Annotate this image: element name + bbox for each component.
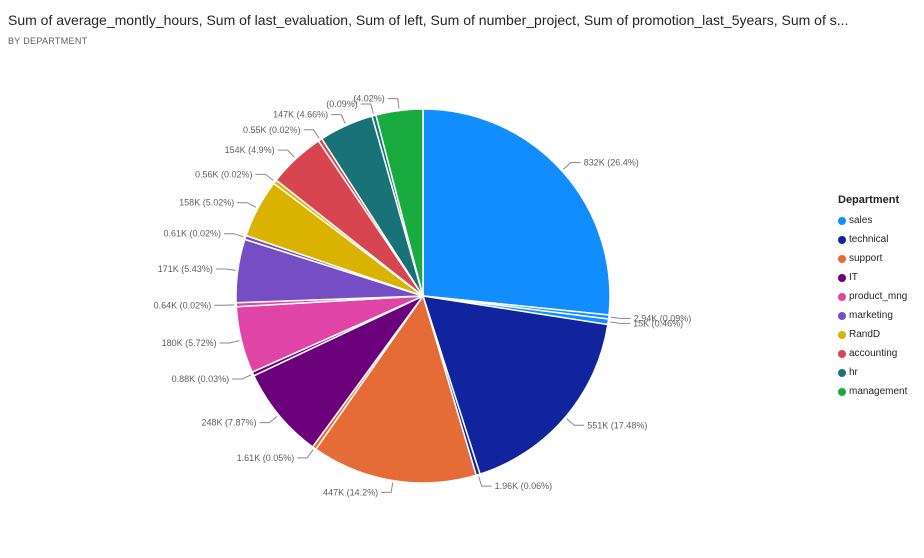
legend-dot-icon	[838, 292, 846, 301]
leader-line	[297, 449, 314, 459]
leader-line	[387, 98, 400, 109]
legend: Department sales technical support IT produc…	[838, 194, 907, 401]
data-label: 15K (0.46%)	[633, 318, 683, 328]
legend-item-label: hr	[849, 367, 858, 378]
legend-dot-icon	[838, 235, 846, 244]
leader-line	[219, 340, 240, 344]
pie-slice-sales[interactable]	[422, 108, 611, 316]
legend-dot-icon	[838, 311, 846, 320]
pie-slice-technical[interactable]	[421, 295, 609, 476]
legend-dot-icon	[838, 254, 846, 263]
legend-dot-icon	[838, 368, 846, 377]
legend-dot-icon	[838, 387, 846, 396]
data-label: 171K (5.43%)	[158, 264, 213, 274]
legend-item-label: marketing	[849, 310, 893, 321]
leader-line	[232, 374, 252, 380]
legend-item-management[interactable]: management	[838, 382, 907, 401]
pie-slice-management[interactable]	[374, 108, 424, 297]
data-label: 147K (4.66%)	[273, 110, 328, 120]
data-label: (4.02%)	[353, 94, 385, 104]
leader-line	[478, 476, 492, 487]
leader-line	[610, 316, 631, 319]
chart-subtitle: BY DEPARTMENT	[8, 36, 88, 46]
legend-title: Department	[838, 194, 900, 206]
data-label: 551K (17.48%)	[587, 420, 647, 430]
legend-item-it[interactable]: IT	[838, 268, 907, 287]
data-label: 1.96K (0.06%)	[495, 481, 553, 491]
data-label: 0.55K (0.02%)	[243, 125, 301, 135]
legend-item-label: technical	[849, 234, 889, 245]
leader-line	[360, 103, 374, 114]
legend-item-sales[interactable]: sales	[838, 211, 907, 230]
legend-item-label: management	[849, 386, 908, 397]
pie-data-labels: 832K (26.4%) 2.94K (0.09%)15K (0.46%) 551K…	[154, 94, 692, 498]
leader-line	[610, 321, 631, 324]
chart-title: Sum of average_montly_hours, Sum of last…	[8, 12, 849, 28]
data-label: 2.94K (0.09%)	[634, 313, 692, 323]
pie-slice-support[interactable]	[314, 294, 478, 484]
data-label: 0.61K (0.02%)	[163, 229, 221, 239]
data-label: 0.64K (0.02%)	[154, 300, 212, 310]
legend-dot-icon	[838, 216, 846, 225]
legend-item-technical[interactable]: technical	[838, 230, 907, 249]
data-label: 1.61K (0.05%)	[237, 453, 295, 463]
leader-line	[562, 162, 581, 170]
pie-leader-lines	[214, 98, 631, 493]
legend-item-randd[interactable]: RandD	[838, 325, 907, 344]
legend-item-product-mng[interactable]: product_mng	[838, 287, 907, 306]
leader-line	[224, 233, 244, 238]
legend-item-label: support	[849, 253, 883, 264]
legend-item-hr[interactable]: hr	[838, 363, 907, 382]
data-label: 832K (26.4%)	[584, 158, 639, 168]
legend-dot-icon	[838, 349, 846, 358]
leader-line	[277, 149, 295, 158]
legend-dot-icon	[838, 330, 846, 339]
leader-line	[331, 114, 346, 124]
legend-dot-icon	[838, 273, 846, 282]
data-label: 154K (4.9%)	[225, 145, 275, 155]
legend-item-label: sales	[849, 215, 873, 226]
legend-item-support[interactable]: support	[838, 249, 907, 268]
legend-item-label: accounting	[849, 348, 898, 359]
leader-line	[255, 173, 274, 181]
legend-item-marketing[interactable]: marketing	[838, 306, 907, 325]
leader-line	[381, 482, 394, 493]
data-label: 180K (5.72%)	[162, 338, 217, 348]
legend-item-label: product_mng	[849, 291, 908, 302]
leader-line	[215, 268, 236, 271]
data-label: (0.09%)	[326, 99, 358, 109]
data-label: 0.56K (0.02%)	[195, 169, 253, 179]
data-label: 447K (14.2%)	[323, 487, 378, 497]
pie-slices	[235, 108, 611, 484]
legend-item-accounting[interactable]: accounting	[838, 344, 907, 363]
pie-slice-it[interactable]	[252, 295, 424, 448]
data-label: 158K (5.02%)	[179, 198, 234, 208]
leader-line	[566, 418, 585, 426]
data-label: 0.88K (0.03%)	[172, 374, 230, 384]
legend-item-label: IT	[849, 272, 858, 283]
legend-item-label: RandD	[849, 329, 881, 340]
leader-line	[237, 202, 257, 208]
leader-line	[259, 415, 278, 424]
leader-line	[303, 129, 320, 139]
data-label: 248K (7.87%)	[201, 418, 256, 428]
